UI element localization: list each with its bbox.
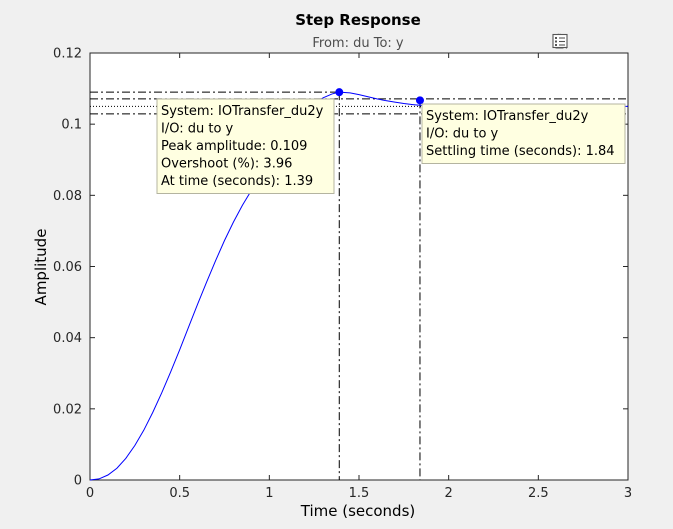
x-axis-ticks: 0 0.5 1 1.5 2 2.5 3: [86, 53, 632, 501]
y-axis-label: Amplitude: [32, 229, 50, 306]
chart-title: Step Response: [295, 11, 421, 29]
datatip-settling[interactable]: System: IOTransfer_du2y I/O: du to y Settl…: [421, 103, 626, 164]
y-tick-label: 0.08: [53, 189, 82, 204]
io-subtitle: From: du To: y: [312, 36, 404, 51]
x-tick-label: 1: [265, 486, 273, 501]
y-tick-label: 0.12: [53, 47, 82, 62]
datatip-line: At time (seconds): 1.39: [161, 174, 313, 189]
x-tick-label: 2.5: [528, 486, 549, 501]
datatip-peak[interactable]: System: IOTransfer_du2y I/O: du to y Peak …: [156, 98, 335, 194]
y-tick-label: 0: [74, 474, 82, 489]
datatip-line: I/O: du to y: [161, 122, 234, 137]
datatip-box: [421, 103, 626, 164]
datatip-line: Peak amplitude: 0.109: [161, 139, 307, 154]
x-axis-label: Time (seconds): [300, 502, 416, 520]
x-tick-label: 2: [445, 486, 453, 501]
y-tick-label: 0.04: [53, 331, 82, 346]
settling-marker[interactable]: [415, 96, 424, 105]
y-tick-label: 0.02: [53, 402, 82, 417]
datatips: System: IOTransfer_du2y I/O: du to y Peak …: [156, 98, 626, 194]
x-tick-label: 1.5: [349, 486, 370, 501]
datatips-toggle-icon[interactable]: [551, 32, 569, 50]
y-tick-label: 0.1: [61, 118, 82, 133]
datatip-line: I/O: du to y: [426, 127, 499, 142]
characteristic-markers: [335, 88, 424, 105]
x-tick-label: 0.5: [169, 486, 190, 501]
datatip-line: System: IOTransfer_du2y: [426, 109, 589, 124]
datatip-line: System: IOTransfer_du2y: [161, 104, 324, 119]
datatip-box: [156, 98, 335, 194]
datatip-line: Settling time (seconds): 1.84: [426, 144, 615, 159]
x-tick-label: 0: [86, 486, 94, 501]
datatip-line: Overshoot (%): 3.96: [161, 157, 292, 172]
peak-marker[interactable]: [335, 88, 344, 97]
x-tick-label: 3: [624, 486, 632, 501]
y-axis-ticks: 0 0.02 0.04 0.06 0.08 0.1 0.12: [53, 47, 628, 489]
y-tick-label: 0.06: [53, 260, 82, 275]
